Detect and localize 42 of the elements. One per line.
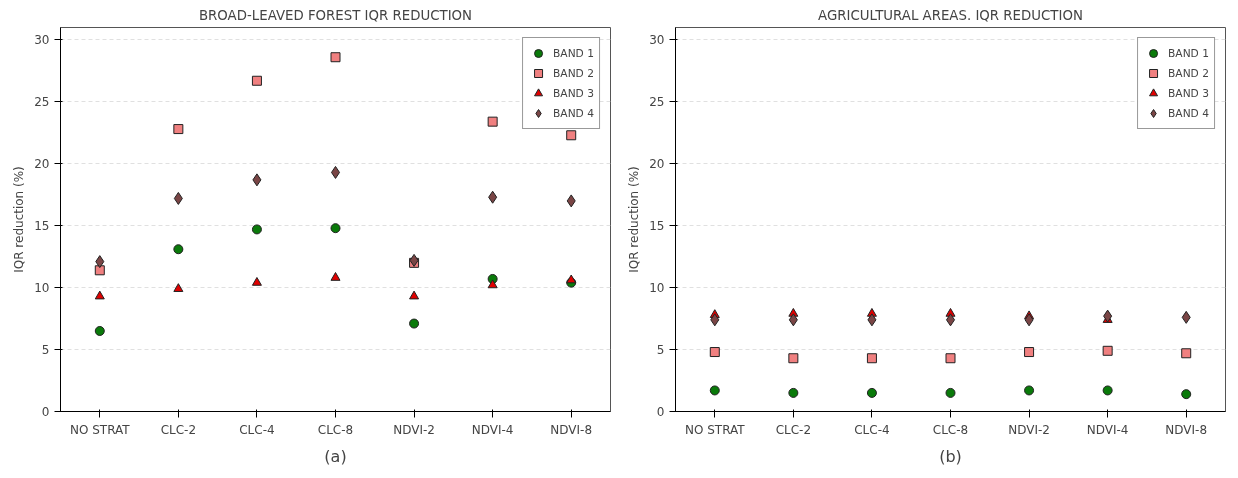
x-tick-label: NO STRAT — [69, 422, 131, 437]
text: (a) — [324, 446, 347, 466]
legend-label: BAND 2 — [553, 66, 594, 80]
chart-title: AGRICULTURAL AREAS. IQR REDUCTION — [818, 7, 1083, 23]
legend-label: BAND 1 — [553, 46, 594, 60]
y-tick-label: 30 — [34, 33, 50, 48]
y-tick-label: 10 — [34, 281, 50, 296]
y-tick-label: 20 — [34, 157, 50, 172]
y-tick-label: 15 — [649, 219, 665, 234]
y-tick-label: 5 — [656, 343, 665, 358]
y-tick-label: 20 — [649, 157, 665, 172]
x-tick-label: NDVI-8 — [1165, 422, 1208, 437]
y-tick-label: 0 — [41, 405, 50, 419]
y-axis-title: IQR reduction (%) — [627, 166, 642, 273]
x-tick-label: NDVI-4 — [471, 422, 514, 437]
y-tick-label: 30 — [649, 33, 665, 48]
text: (b) — [939, 446, 962, 466]
x-tick-label: NDVI-4 — [1086, 422, 1129, 437]
legend-label: BAND 3 — [553, 86, 594, 100]
x-tick-label: NO STRAT — [684, 422, 746, 437]
y-tick-label: 10 — [649, 281, 665, 296]
x-tick-label: CLC-2 — [160, 422, 197, 437]
x-tick-label: CLC-8 — [932, 422, 969, 437]
legend-label: BAND 4 — [1168, 106, 1209, 120]
chart-title: BROAD-LEAVED FOREST IQR REDUCTION — [198, 7, 473, 23]
x-tick-label: NDVI-2 — [1008, 422, 1050, 437]
legend-label: BAND 4 — [553, 106, 594, 120]
x-tick-label: CLC-8 — [317, 422, 354, 437]
legend-label: BAND 2 — [1168, 66, 1209, 80]
y-tick-label: 0 — [656, 405, 665, 419]
y-tick-label: 25 — [34, 95, 50, 110]
legend-label: BAND 1 — [1168, 46, 1209, 60]
y-axis-title: IQR reduction (%) — [12, 166, 27, 273]
y-tick-label: 25 — [649, 95, 665, 110]
x-tick-label: NDVI-8 — [550, 422, 593, 437]
y-tick-label: 15 — [34, 219, 50, 234]
x-tick-label: CLC-4 — [239, 422, 275, 437]
legend-label: BAND 3 — [1168, 86, 1209, 100]
x-tick-label: CLC-2 — [775, 422, 812, 437]
x-tick-label: CLC-4 — [854, 422, 890, 437]
x-tick-label: NDVI-2 — [393, 422, 435, 437]
y-tick-label: 5 — [41, 343, 50, 358]
